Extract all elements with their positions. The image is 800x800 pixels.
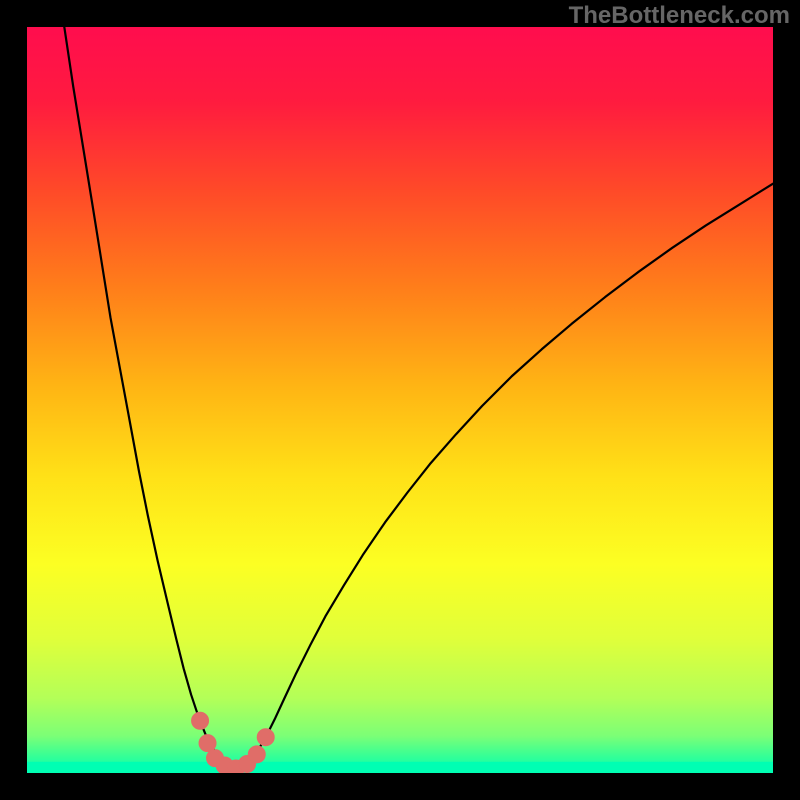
curve-marker xyxy=(192,712,209,729)
bottom-band xyxy=(27,762,773,773)
watermark-text: TheBottleneck.com xyxy=(569,2,790,30)
curve-marker xyxy=(257,729,274,746)
curve-marker xyxy=(199,735,216,752)
curve-marker xyxy=(248,746,265,763)
gradient-background xyxy=(27,27,773,773)
plot-area xyxy=(27,27,773,773)
chart-svg xyxy=(27,27,773,773)
